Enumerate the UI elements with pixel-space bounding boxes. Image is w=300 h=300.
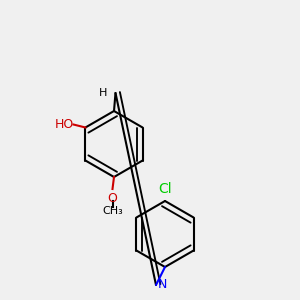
Text: N: N: [157, 278, 167, 292]
Text: H: H: [99, 88, 108, 98]
Text: Cl: Cl: [158, 182, 172, 196]
Text: HO: HO: [55, 118, 74, 131]
Text: O: O: [108, 191, 117, 205]
Text: CH₃: CH₃: [102, 206, 123, 217]
